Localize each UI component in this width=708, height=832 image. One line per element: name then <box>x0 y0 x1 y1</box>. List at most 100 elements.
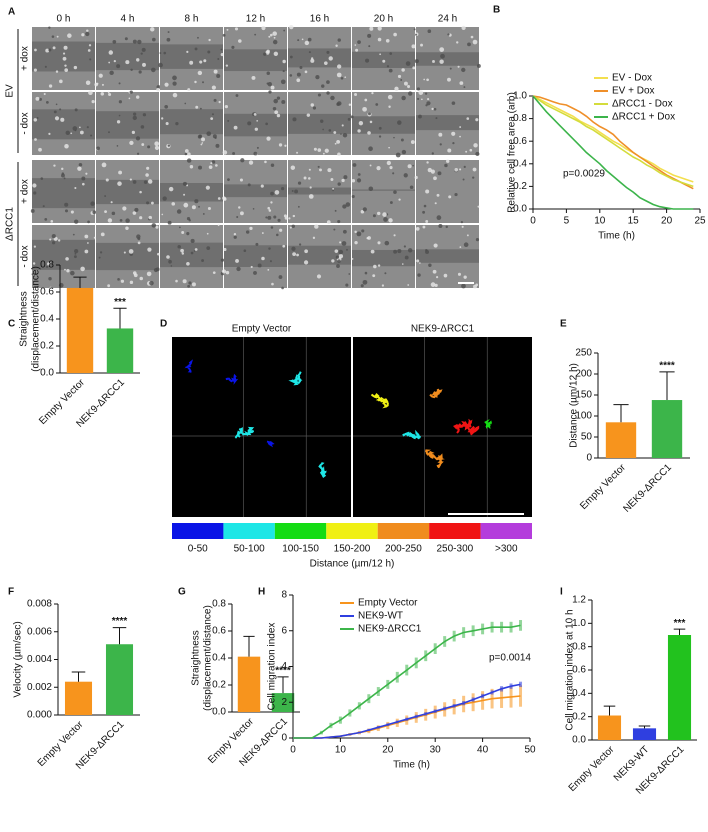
cell <box>289 226 292 229</box>
panel-letter: B <box>493 5 500 16</box>
cell <box>223 247 227 252</box>
color-key <box>480 523 532 539</box>
cell <box>350 115 354 119</box>
cell <box>306 113 311 117</box>
y-axis-label: Relative cell free area (arb) <box>507 92 518 213</box>
cell <box>61 173 65 178</box>
cell <box>206 232 209 235</box>
cell <box>296 78 301 83</box>
cell <box>132 211 137 215</box>
cell <box>384 272 387 275</box>
cell <box>277 218 281 222</box>
y-tick-label: 0.8 <box>212 599 226 610</box>
cell <box>85 172 88 175</box>
cell <box>368 45 371 48</box>
cell <box>290 165 296 170</box>
cell <box>105 178 109 182</box>
y-tick-label: 0.4 <box>40 314 54 325</box>
y-axis-label: (displacement/distance) <box>203 605 214 711</box>
y-tick-label: 0.2 <box>572 711 586 722</box>
track-image <box>172 337 351 517</box>
y-tick-label: 0.0 <box>513 204 527 215</box>
cell <box>461 25 466 31</box>
cell <box>99 251 103 254</box>
cell <box>466 117 470 120</box>
column-label: 16 h <box>310 14 329 25</box>
cell <box>337 259 341 263</box>
cell <box>454 192 458 197</box>
cell <box>276 233 279 237</box>
cell <box>430 282 436 287</box>
cell <box>321 84 325 88</box>
cell <box>118 100 122 104</box>
wound-area <box>224 49 287 72</box>
cell <box>364 98 368 102</box>
cell <box>472 167 477 172</box>
cell <box>143 180 148 184</box>
group-label: EV <box>5 84 16 98</box>
cell <box>370 249 375 254</box>
y-tick-label: 0.0 <box>40 368 54 379</box>
cell <box>206 246 211 251</box>
cell <box>417 97 420 101</box>
bar <box>237 656 261 712</box>
color-key-label: 100-150 <box>282 544 319 555</box>
cell <box>190 251 194 255</box>
x-axis-label: Time (h) <box>598 231 635 242</box>
y-tick-label: 6 <box>281 625 287 636</box>
cell <box>32 183 37 188</box>
cell <box>161 117 164 120</box>
cell <box>194 199 199 204</box>
legend-label: ΔRCC1 - Dox <box>612 99 673 110</box>
color-key-label: >300 <box>495 544 518 555</box>
cell <box>469 148 473 152</box>
cell <box>326 80 330 84</box>
cell <box>281 286 284 290</box>
cell <box>235 259 239 263</box>
cell <box>357 129 361 133</box>
wound-area <box>96 111 159 139</box>
cell <box>64 202 69 207</box>
cell <box>88 44 92 47</box>
cell <box>70 132 73 135</box>
cell <box>334 142 337 145</box>
cell <box>332 189 334 192</box>
cell <box>238 206 241 209</box>
cell <box>425 189 430 194</box>
cell <box>59 108 62 111</box>
color-key-label: 200-250 <box>385 544 422 555</box>
cell <box>278 143 283 147</box>
cell <box>129 178 132 181</box>
cell <box>64 68 69 72</box>
cell <box>382 212 387 217</box>
cell <box>304 249 308 254</box>
cell-track <box>425 449 445 469</box>
cell <box>70 270 75 276</box>
cell <box>66 269 70 273</box>
y-tick-label: 0.6 <box>572 665 586 676</box>
cell <box>194 248 198 251</box>
cell <box>47 262 51 266</box>
cell <box>449 67 452 70</box>
cell <box>343 175 348 180</box>
cell <box>369 164 372 167</box>
cell <box>336 139 341 144</box>
cell <box>461 67 466 73</box>
cell <box>104 195 107 197</box>
error-bar <box>659 371 675 401</box>
cell <box>388 218 393 223</box>
wound-area <box>288 113 351 134</box>
cell <box>304 40 310 46</box>
cell <box>256 119 259 122</box>
cell <box>221 269 227 274</box>
column-label: 8 h <box>185 14 199 25</box>
cell <box>432 59 435 63</box>
cell <box>322 128 324 131</box>
cell <box>57 239 61 242</box>
cell <box>88 90 93 96</box>
cell <box>189 165 194 169</box>
panel-letter: D <box>160 319 167 330</box>
cell <box>172 92 178 98</box>
cell <box>447 148 452 153</box>
cell <box>268 247 271 250</box>
